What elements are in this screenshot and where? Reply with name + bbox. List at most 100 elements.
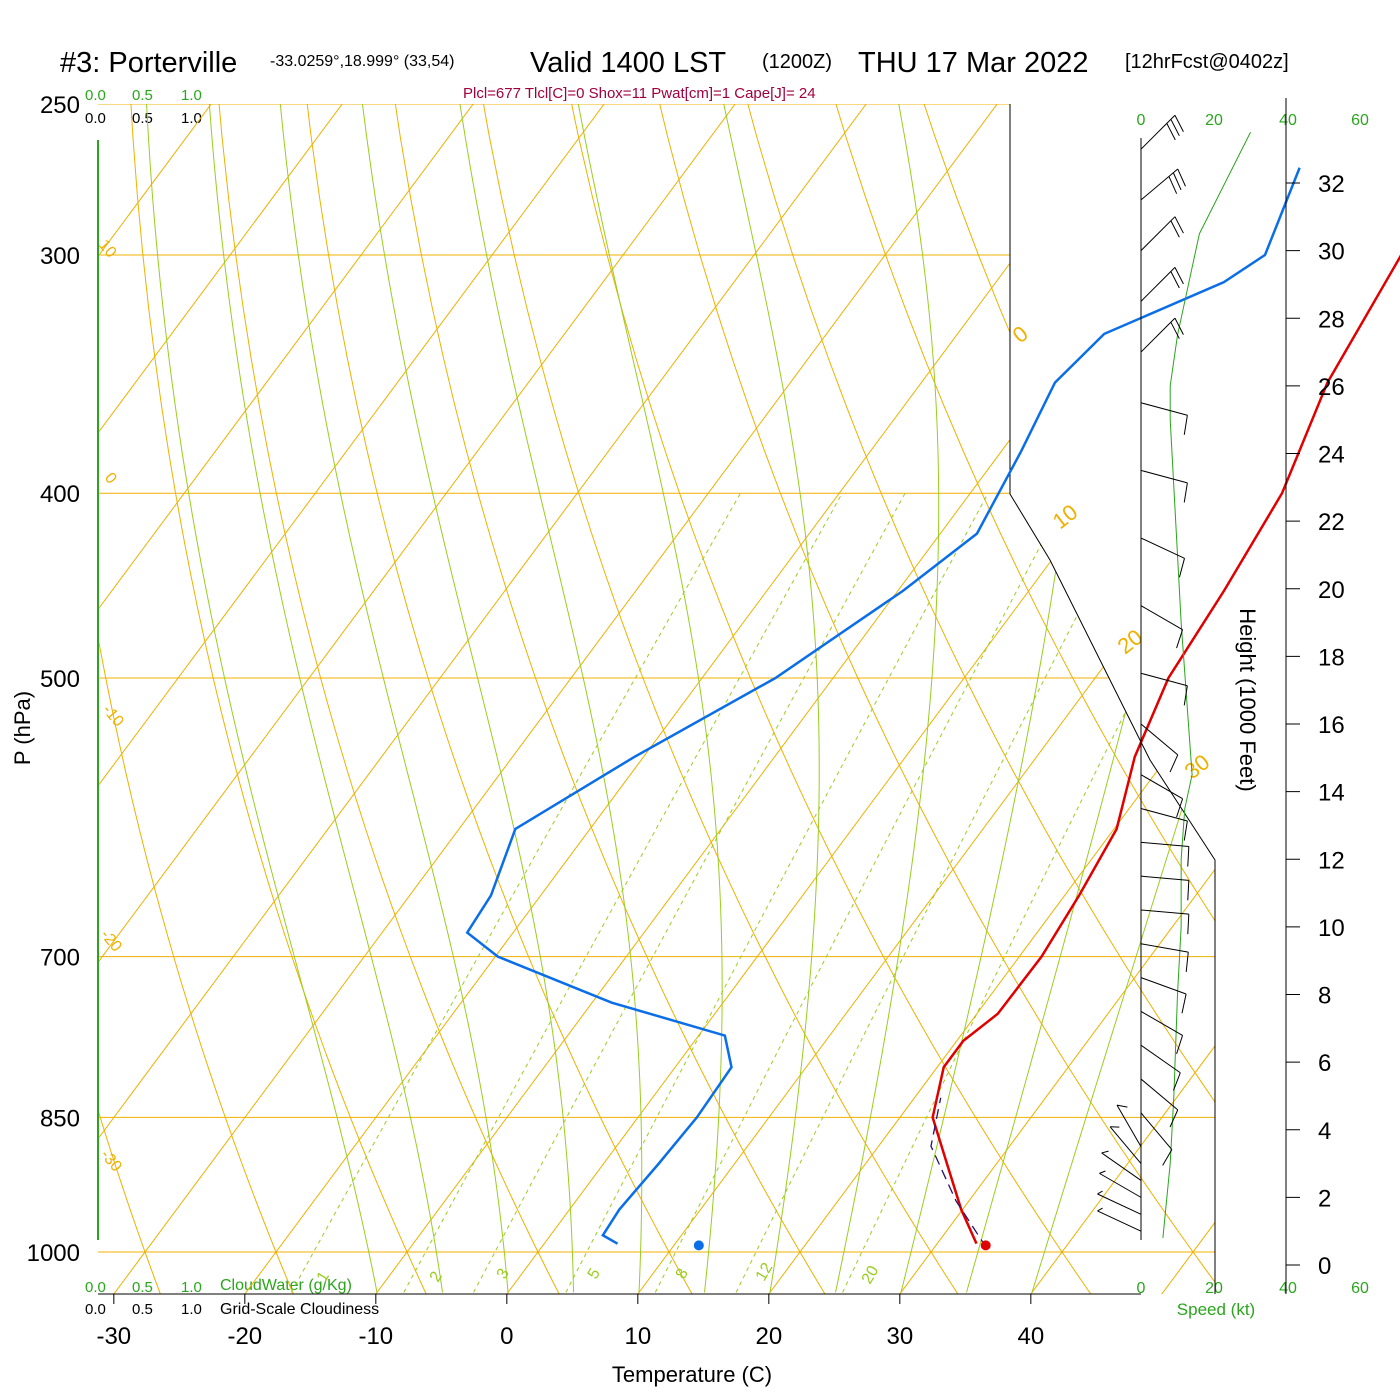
moist-adiabat-line (146, 104, 378, 1293)
dry-adiabat-line (124, 104, 445, 1294)
wind-barb-flag (1168, 176, 1178, 194)
isotherm-line (98, 104, 218, 1294)
wind-barb (1140, 774, 1184, 818)
mixing-ratio-label: 8 (673, 1266, 692, 1282)
bottom-green-scale-0: 0.0 (85, 1279, 106, 1296)
diagram-grid (98, 104, 1215, 1294)
speed-axis-label: Speed (kt) (1177, 1300, 1255, 1319)
wind-barb (1101, 1150, 1142, 1181)
x-tick-label: -10 (358, 1323, 393, 1350)
moist-adiabat-line (835, 104, 940, 1293)
wind-barb (1140, 605, 1184, 649)
wind-barb-staff (1140, 977, 1187, 995)
wind-barb (1140, 1078, 1179, 1128)
wind-barb-flag (1170, 119, 1180, 137)
dry-adiabat-line (785, 104, 1215, 1294)
y-axis-label: P (hPa) (10, 691, 35, 765)
wind-barb (1140, 1044, 1181, 1091)
x-tick-label: -30 (96, 1323, 131, 1350)
wind-barb-staff (1140, 605, 1183, 631)
wind-barb-staff (1097, 1210, 1142, 1232)
dry-adiabat-line (372, 104, 848, 1294)
wind-barb (1109, 1126, 1142, 1164)
moist-adiabat-line (723, 104, 820, 1293)
height-tick-label: 6 (1318, 1050, 1331, 1077)
wind-barb-flag (1162, 1149, 1173, 1166)
wind-barb-staff (1140, 216, 1176, 251)
speed-tick-top-60: 60 (1351, 112, 1369, 129)
wind-barb-flag (1101, 1150, 1109, 1154)
moist-adiabat-line (361, 104, 575, 1293)
wind-barb-staff (1140, 1078, 1179, 1111)
height-tick-label: 28 (1318, 306, 1345, 333)
dry-adiabat-line (620, 104, 1215, 1294)
x-axis-label: Temperature (C) (612, 1362, 772, 1387)
height-tick-label: 2 (1318, 1185, 1331, 1212)
mixing-ratio-line (565, 492, 989, 1293)
wind-barb-flag (1174, 115, 1184, 132)
mixing-ratio-label: 12 (753, 1260, 777, 1284)
surface-temperature-marker (980, 1240, 991, 1251)
series-dewpoint-line (465, 167, 1301, 1245)
wind-barb-staff (1140, 537, 1185, 559)
wind-barb (1140, 317, 1184, 353)
height-tick-label: 18 (1318, 644, 1345, 671)
wind-barb-staff (1140, 808, 1188, 822)
isotherm-label: 30 (1180, 749, 1215, 784)
wind-barb-flag (1174, 216, 1184, 234)
top-green-scale-2: 1.0 (181, 87, 202, 104)
wind-barb-staff (1140, 875, 1189, 881)
top-cloud-scale: 0.0 0.5 1.0 0.0 0.5 1.0 (85, 87, 202, 127)
bottom-green-scale-1: 0.5 (132, 1279, 153, 1296)
wind-barb-flag (1183, 482, 1188, 503)
wind-barb-staff (1140, 841, 1189, 848)
height-tick-label: 22 (1318, 509, 1345, 536)
wind-barb-flag (1187, 846, 1190, 867)
mixing-ratio-labels: 1 2 3 5 8 12 20 (314, 1260, 883, 1287)
isotherm-line (98, 104, 742, 1294)
isotherm-line (98, 104, 611, 1294)
wind-barb-flag (1183, 820, 1188, 841)
wind-barb-flag (1170, 220, 1180, 238)
data-lines (465, 167, 1400, 1251)
y-tick-label: 400 (40, 481, 80, 508)
height-tick-label: 20 (1318, 577, 1345, 604)
isotherm-line (98, 104, 349, 1294)
x-tick-label: -20 (227, 1323, 262, 1350)
mixing-ratio-line (473, 492, 906, 1293)
valid-date: THU 17 Mar 2022 (858, 47, 1089, 79)
bottom-black-scale-1: 0.5 (132, 1301, 153, 1318)
cloudiness-label: Grid-Scale Cloudiness (220, 1301, 379, 1318)
dry-adiabat-line (98, 104, 175, 1294)
wind-barb (1097, 1207, 1142, 1232)
bottom-green-scale-2: 1.0 (181, 1279, 202, 1296)
mixing-ratio-label: 2 (427, 1269, 446, 1285)
y-tick-label: 700 (40, 945, 80, 972)
wind-barb-staff (1140, 909, 1189, 915)
height-tick-label: 12 (1318, 847, 1345, 874)
wind-barb (1140, 672, 1188, 706)
station-title: #3: Porterville (60, 47, 237, 79)
wind-barb-staff (1140, 672, 1188, 687)
dry-adiabat-line (1198, 104, 1215, 1294)
dry-adiabat-line (537, 104, 1118, 1294)
isotherm-line (872, 104, 1215, 1294)
isotherm-label: -10 (99, 702, 127, 731)
isotherm-label: 10 (1048, 499, 1083, 534)
wind-barb (1140, 808, 1188, 841)
speed-axis-top: 0 20 40 60 (1137, 112, 1369, 129)
wind-barb-staff (1140, 1044, 1181, 1074)
wind-barb-flag (1185, 952, 1189, 972)
isotherm-line (479, 104, 1215, 1294)
height-tick-label: 14 (1318, 780, 1345, 807)
forecast-info: [12hrFcst@0402z] (1125, 51, 1289, 73)
station-coords: -33.0259°,18.999° (33,54) (270, 53, 454, 70)
speed-tick-bottom-0: 0 (1137, 1280, 1146, 1297)
zulu-time: (1200Z) (762, 51, 832, 73)
isotherm-line (98, 104, 480, 1294)
x-tick-label: 20 (755, 1323, 782, 1350)
isotherm-label: 0 (101, 470, 120, 488)
